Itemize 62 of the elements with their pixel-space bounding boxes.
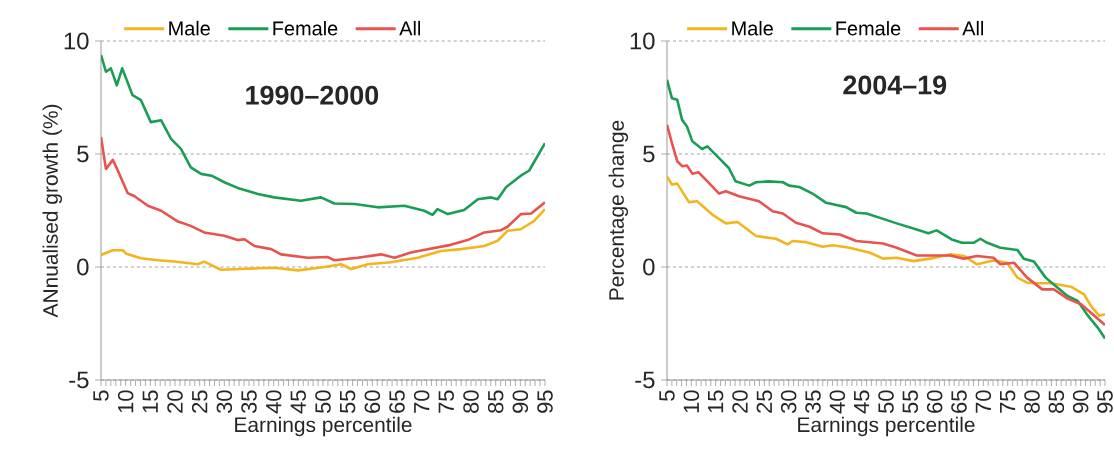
x-tick-label: 10 bbox=[117, 390, 134, 413]
x-axis-title: Earnings percentile bbox=[235, 416, 412, 437]
x-tick-label: 30 bbox=[780, 390, 797, 414]
x-tick-label: 95 bbox=[537, 390, 553, 413]
x-tick-label: 85 bbox=[487, 390, 504, 413]
x-tick-label: 35 bbox=[241, 390, 257, 414]
x-axis-title: Earnings percentile bbox=[798, 416, 975, 437]
x-tick-label: 25 bbox=[756, 390, 773, 413]
x-tick-label: 65 bbox=[951, 390, 967, 413]
y-axis-title: ANnualised growth (%) bbox=[42, 104, 63, 318]
x-tick-label: 60 bbox=[364, 390, 381, 413]
y-tick-label: 5 bbox=[77, 145, 89, 163]
legend-label: Female bbox=[836, 20, 901, 36]
legend-label: Male bbox=[732, 20, 773, 36]
x-tick-label: 45 bbox=[854, 390, 870, 414]
x-tick-label: 75 bbox=[438, 390, 454, 413]
y-tick-label: 0 bbox=[643, 258, 655, 276]
x-tick-label: 95 bbox=[1097, 390, 1113, 413]
x-tick-label: 55 bbox=[902, 390, 918, 414]
x-tick-label: 50 bbox=[315, 390, 331, 414]
legend-label: All bbox=[962, 20, 984, 36]
text: 2004–19 bbox=[843, 75, 947, 95]
x-tick-label: 50 bbox=[878, 390, 894, 414]
line-series bbox=[101, 53, 545, 217]
x-tick-label: 20 bbox=[167, 390, 183, 413]
x-tick-label: 55 bbox=[340, 390, 356, 414]
y-tick-label: 10 bbox=[630, 32, 655, 50]
x-tick-label: 65 bbox=[389, 390, 405, 413]
y-axis-title: Percentage change bbox=[608, 120, 629, 300]
x-tick-label: 70 bbox=[975, 390, 992, 413]
x-tick-label: 10 bbox=[683, 390, 700, 413]
line-series bbox=[101, 207, 545, 272]
x-tick-label: 35 bbox=[805, 390, 821, 414]
x-tick-label: 5 bbox=[659, 390, 675, 401]
x-tick-label: 15 bbox=[142, 390, 158, 413]
legend-label: Female bbox=[273, 20, 338, 36]
legend-label: All bbox=[399, 20, 421, 36]
line-series bbox=[667, 175, 1105, 318]
legend-label: Male bbox=[169, 20, 210, 36]
x-tick-label: 15 bbox=[708, 390, 724, 413]
x-tick-label: 45 bbox=[290, 390, 306, 414]
y-tick-label: 0 bbox=[77, 258, 89, 276]
x-tick-label: 25 bbox=[191, 390, 208, 413]
y-tick-label: -5 bbox=[69, 371, 89, 389]
y-tick-label: -5 bbox=[635, 371, 655, 389]
text: 1990–2000 bbox=[246, 85, 379, 105]
x-tick-label: 90 bbox=[1072, 390, 1089, 413]
x-tick-label: 70 bbox=[413, 390, 430, 413]
x-tick-label: 80 bbox=[463, 390, 479, 413]
y-tick-label: 10 bbox=[64, 32, 89, 50]
y-tick-label: 5 bbox=[643, 145, 655, 163]
x-tick-label: 75 bbox=[1000, 390, 1016, 413]
x-tick-label: 5 bbox=[93, 390, 109, 401]
x-tick-label: 80 bbox=[1024, 390, 1040, 413]
x-tick-label: 90 bbox=[512, 390, 529, 413]
x-tick-label: 20 bbox=[732, 390, 748, 413]
x-tick-label: 85 bbox=[1048, 390, 1065, 413]
x-tick-label: 60 bbox=[926, 390, 943, 413]
line-series bbox=[101, 135, 545, 262]
x-tick-label: 40 bbox=[265, 390, 282, 414]
x-tick-label: 40 bbox=[829, 390, 846, 414]
x-tick-label: 30 bbox=[216, 390, 233, 414]
